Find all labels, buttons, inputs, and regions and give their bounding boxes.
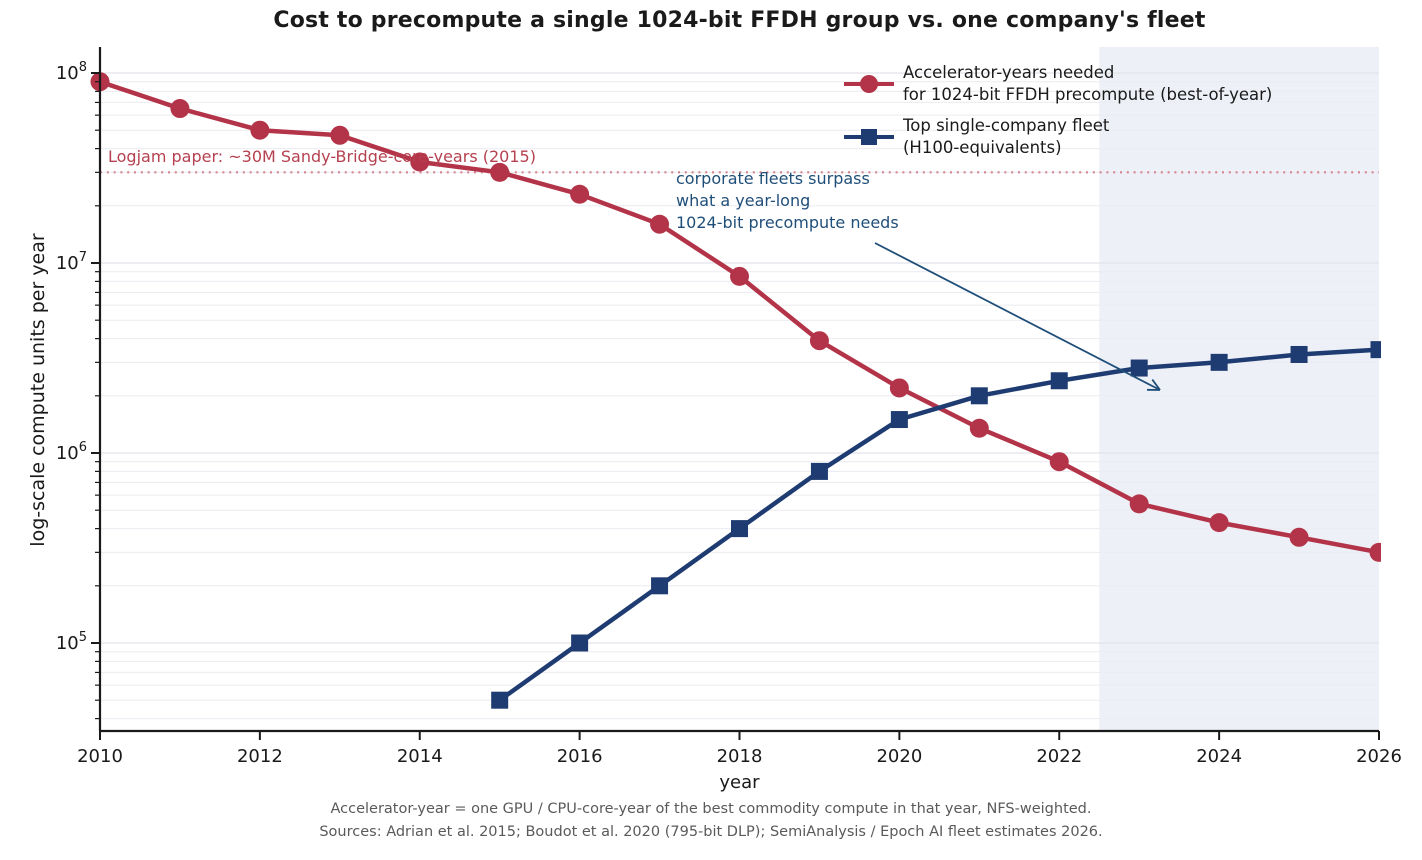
- data-point-circle: [809, 331, 829, 351]
- y-tick-label: 105: [56, 630, 87, 654]
- data-point-square: [491, 691, 509, 709]
- data-point-circle: [1209, 513, 1229, 533]
- data-point-circle: [889, 378, 909, 398]
- data-point-square: [1130, 359, 1148, 377]
- square-marker-icon: [861, 129, 877, 145]
- data-point-circle: [650, 214, 670, 234]
- circle-marker-icon: [860, 75, 878, 93]
- data-point-circle: [570, 184, 590, 204]
- y-tick-label: 108: [56, 60, 87, 84]
- y-tick-label: 106: [56, 440, 87, 464]
- data-point-circle: [330, 125, 350, 145]
- data-point-square: [890, 411, 908, 429]
- x-tick-label: 2026: [1356, 746, 1402, 767]
- legend-blue-line-sample: [844, 127, 894, 147]
- data-point-square: [651, 577, 669, 595]
- data-point-square: [1290, 345, 1308, 363]
- legend-red-line-sample: [844, 74, 894, 94]
- x-tick-label: 2024: [1196, 746, 1242, 767]
- legend-label: Top single-company fleet (H100-equivalen…: [903, 116, 1110, 157]
- legend-label: Accelerator-years needed for 1024-bit FF…: [903, 63, 1273, 104]
- data-point-square: [1050, 372, 1068, 390]
- annotation-crossover: corporate fleets surpass what a year-lon…: [676, 169, 899, 232]
- legend-item-accelerator-years: Accelerator-years needed for 1024-bit FF…: [844, 62, 1272, 106]
- footnote-line-2: Sources: Adrian et al. 2015; Boudot et a…: [319, 824, 1103, 840]
- forecast-shaded-region: [1099, 47, 1379, 731]
- data-point-square: [810, 462, 828, 480]
- y-tick-label: 107: [56, 250, 87, 274]
- x-tick-label: 2022: [1036, 746, 1082, 767]
- annotation-arrowhead: [1151, 378, 1161, 391]
- x-tick-label: 2018: [717, 746, 763, 767]
- x-tick-label: 2012: [237, 746, 283, 767]
- data-point-circle: [1129, 494, 1149, 514]
- data-point-square: [1210, 353, 1228, 371]
- series-group: [90, 72, 1381, 709]
- data-point-circle: [1369, 542, 1381, 562]
- data-point-circle: [969, 418, 989, 438]
- data-point-square: [970, 387, 988, 405]
- y-axis-label: log-scale compute units per year: [27, 233, 49, 547]
- data-point-circle: [250, 120, 270, 140]
- footnote: Accelerator-year = one GPU / CPU-core-ye…: [0, 798, 1422, 844]
- legend-item-company-fleet: Top single-company fleet (H100-equivalen…: [844, 115, 1272, 159]
- legend: Accelerator-years needed for 1024-bit FF…: [844, 62, 1272, 159]
- data-point-circle: [730, 266, 749, 286]
- annotation-logjam: Logjam paper: ~30M Sandy-Bridge-core-yea…: [108, 147, 536, 166]
- data-point-circle: [490, 162, 510, 182]
- annotation-arrow-line: [874, 242, 1161, 391]
- data-point-square: [1370, 341, 1381, 359]
- x-tick-label: 2014: [397, 746, 443, 767]
- data-point-circle: [1049, 452, 1069, 472]
- chart-title: Cost to precompute a single 1024-bit FFD…: [273, 8, 1206, 33]
- data-point-circle: [170, 99, 190, 119]
- series-line-blue: [497, 347, 1381, 703]
- data-point-circle: [410, 152, 430, 172]
- x-tick-label: 2016: [557, 746, 603, 767]
- data-point-square: [731, 520, 748, 538]
- footnote-line-1: Accelerator-year = one GPU / CPU-core-ye…: [330, 801, 1092, 817]
- data-point-circle: [1289, 527, 1309, 547]
- x-tick-label: 2010: [77, 746, 123, 767]
- x-axis-label: year: [719, 772, 760, 793]
- data-point-square: [571, 634, 589, 652]
- x-tick-label: 2020: [876, 746, 922, 767]
